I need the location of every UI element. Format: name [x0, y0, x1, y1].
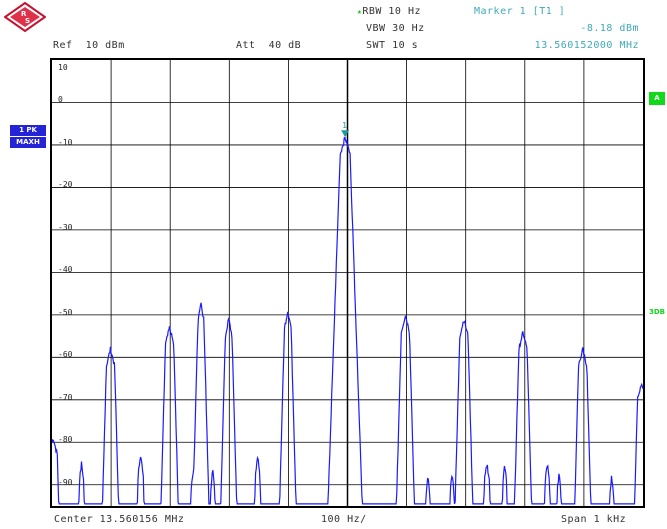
rbw-setting: ★RBW 10 Hz [357, 6, 422, 17]
division-frequency: 100 Hz/ [321, 514, 367, 525]
y-tick-label: -10 [58, 137, 73, 147]
swt-setting: SWT 10 s [366, 40, 419, 51]
grid [52, 60, 643, 506]
y-tick-label: -80 [58, 435, 73, 445]
y-tick-label: -20 [58, 180, 73, 190]
rbw-coupled-indicator: ★ [357, 7, 363, 16]
marker-1-label: 1 [342, 121, 347, 130]
y-tick-label: -40 [58, 265, 73, 275]
y-tick-label: 0 [58, 95, 63, 105]
y-tick-label: -60 [58, 350, 73, 360]
trace-mode-badge[interactable]: MAXH [10, 137, 46, 148]
attenuation: Att 40 dB [236, 40, 302, 51]
reference-level: Ref 10 dBm [53, 40, 125, 51]
marker-1-triangle [341, 130, 350, 138]
rs-logo: R S [4, 2, 46, 32]
y-tick-label: -70 [58, 392, 73, 402]
3db-bandwidth-indicator: 3DB [649, 308, 666, 316]
marker-title: Marker 1 [T1 ] [474, 6, 566, 17]
trace-line [52, 136, 643, 505]
marker-level: -8.18 dBm [580, 23, 639, 34]
y-tick-label: -90 [58, 477, 73, 487]
trace-detector-badge[interactable]: 1 PK [10, 125, 46, 136]
frequency-span: Span 1 kHz [561, 514, 627, 525]
y-tick-label: 10 [58, 63, 68, 72]
svg-text:R: R [21, 10, 27, 18]
spectrum-chart[interactable]: 1 [52, 60, 643, 506]
svg-text:S: S [25, 17, 30, 25]
y-tick-label: -30 [58, 222, 73, 232]
spectrum-plot[interactable]: 1 10 0 -10 -20 -30 -40 -50 -60 -70 -80 -90 [50, 58, 645, 508]
y-tick-label: -50 [58, 307, 73, 317]
center-frequency: Center 13.560156 MHz [54, 514, 185, 525]
marker-frequency: 13.560152000 MHz [534, 40, 639, 51]
vbw-setting: VBW 30 Hz [366, 23, 425, 34]
trace-a-badge[interactable]: A [649, 92, 665, 105]
